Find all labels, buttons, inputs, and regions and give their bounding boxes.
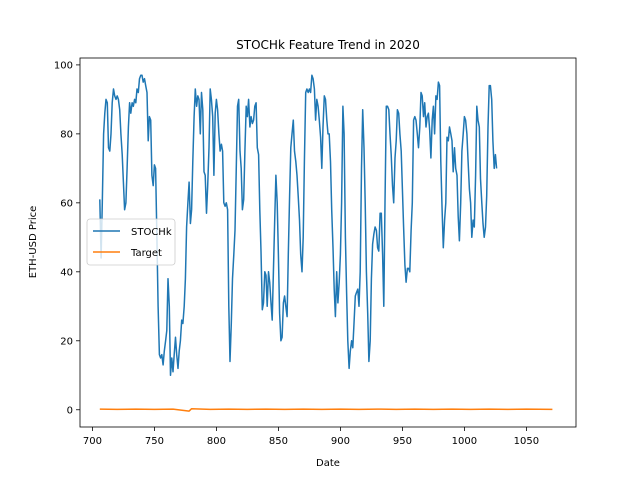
y-tick-label: 0 <box>67 405 73 416</box>
x-tick-label: 850 <box>269 436 288 447</box>
chart-title: STOCHk Feature Trend in 2020 <box>236 38 420 52</box>
plot-frame <box>79 57 577 428</box>
y-axis: 0 20 40 60 80 100 <box>54 60 80 416</box>
x-tick-label: 1000 <box>452 436 477 447</box>
y-tick-label: 80 <box>60 129 73 140</box>
x-tick-label: 750 <box>145 436 164 447</box>
series-line-stochk <box>99 74 498 377</box>
x-tick-label: 950 <box>393 436 412 447</box>
x-axis-label: Date <box>316 458 340 469</box>
x-tick-label: 900 <box>331 436 350 447</box>
x-tick-label: 700 <box>83 436 102 447</box>
plot-area <box>99 74 553 412</box>
y-tick-label: 20 <box>60 336 73 347</box>
y-axis-label: ETH-USD Price <box>28 206 39 279</box>
x-tick-label: 1050 <box>514 436 539 447</box>
legend-label-target: Target <box>130 248 162 259</box>
x-tick-label: 800 <box>207 436 226 447</box>
y-tick-label: 100 <box>54 60 73 71</box>
x-axis: 700 750 800 850 900 950 1000 1050 <box>83 427 539 447</box>
legend: STOCHk Target <box>86 218 176 266</box>
y-tick-label: 40 <box>60 267 73 278</box>
series-line-target <box>99 407 553 412</box>
y-tick-label: 60 <box>60 198 73 209</box>
legend-label-stochk: STOCHk <box>131 227 172 238</box>
